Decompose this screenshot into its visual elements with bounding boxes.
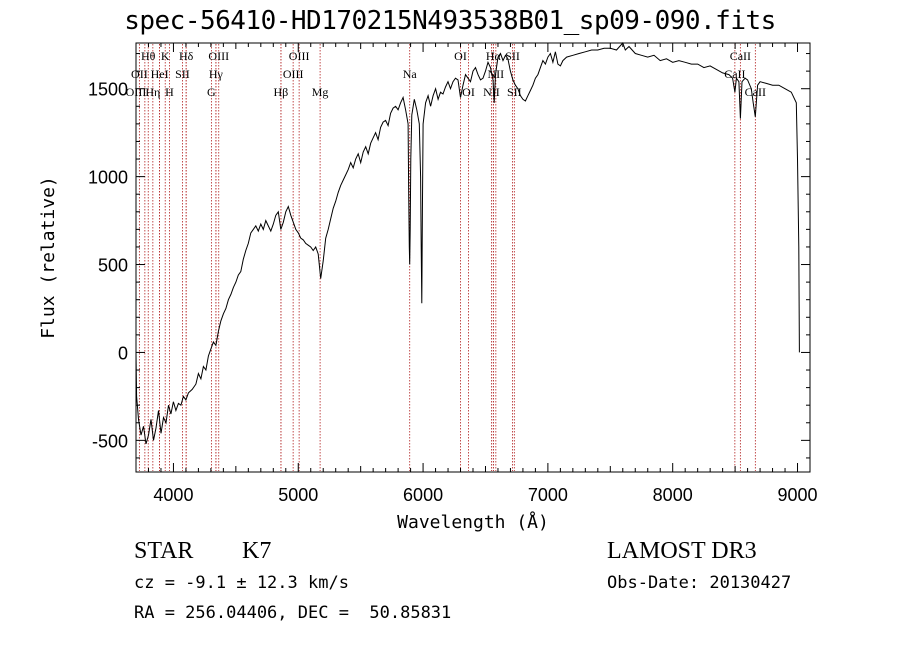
x-tick-label: 8000	[653, 485, 693, 505]
x-tick-label: 6000	[403, 485, 443, 505]
chart-title: spec-56410-HD170215N493538B01_sp09-090.f…	[124, 6, 776, 36]
y-axis-label: Flux (relative)	[38, 176, 59, 339]
y-tick-label: 1500	[88, 80, 128, 100]
redshift-cz: cz = -9.1 ± 12.3 km/s	[134, 573, 349, 593]
object-class: STAR	[134, 538, 194, 564]
line-marker-label: OIII	[208, 49, 229, 63]
line-marker-label: Hθ	[141, 49, 156, 63]
line-marker-label: CaII	[730, 49, 751, 63]
line-marker-label: CaII	[724, 67, 745, 81]
line-marker-label: Hγ	[209, 67, 224, 81]
y-tick-label: 1000	[88, 168, 128, 188]
line-marker-label: SII	[175, 67, 190, 81]
x-axis-label: Wavelength (Å)	[397, 511, 549, 533]
line-marker-label: CaII	[745, 85, 766, 99]
line-marker-label: Mg	[312, 85, 329, 99]
object-subclass: K7	[242, 538, 272, 564]
x-tick-label: 9000	[777, 485, 817, 505]
line-marker-label: OI	[454, 49, 467, 63]
plot-frame	[135, 42, 811, 473]
y-tick-label: 0	[118, 343, 128, 363]
y-axis-ticks: -500 0 500 1000 1500	[88, 53, 810, 459]
line-marker-label: NII	[483, 85, 500, 99]
obs-date: Obs-Date: 20130427	[607, 573, 792, 593]
line-marker-label: K	[161, 49, 170, 63]
ra-dec: RA = 256.04406, DEC = 50.85831	[134, 603, 452, 623]
line-markers	[135, 44, 756, 471]
x-axis-ticks: 4000 5000 6000 7000 8000 9000	[147, 43, 818, 505]
x-tick-label: 5000	[278, 485, 318, 505]
line-marker-label: OII	[131, 67, 148, 81]
line-marker-label: Na	[403, 67, 418, 81]
survey-name: LAMOST DR3	[607, 538, 757, 564]
line-marker-label: Hη	[145, 85, 160, 99]
line-marker-label: HeI	[151, 67, 169, 81]
line-marker-label: Hδ	[179, 49, 194, 63]
line-marker-label: H	[165, 85, 174, 99]
x-tick-label: 4000	[153, 485, 193, 505]
y-tick-label: 500	[98, 256, 128, 276]
line-marker-label: OIII	[289, 49, 310, 63]
line-marker-label: OIII	[283, 67, 304, 81]
y-tick-label: -500	[92, 431, 128, 451]
line-marker-label: Hβ	[274, 85, 289, 99]
x-tick-label: 7000	[528, 485, 568, 505]
line-marker-label: SII	[505, 49, 520, 63]
line-marker-label: OI	[462, 85, 475, 99]
spectrum-line	[135, 42, 800, 445]
line-marker-label: G	[207, 85, 216, 99]
